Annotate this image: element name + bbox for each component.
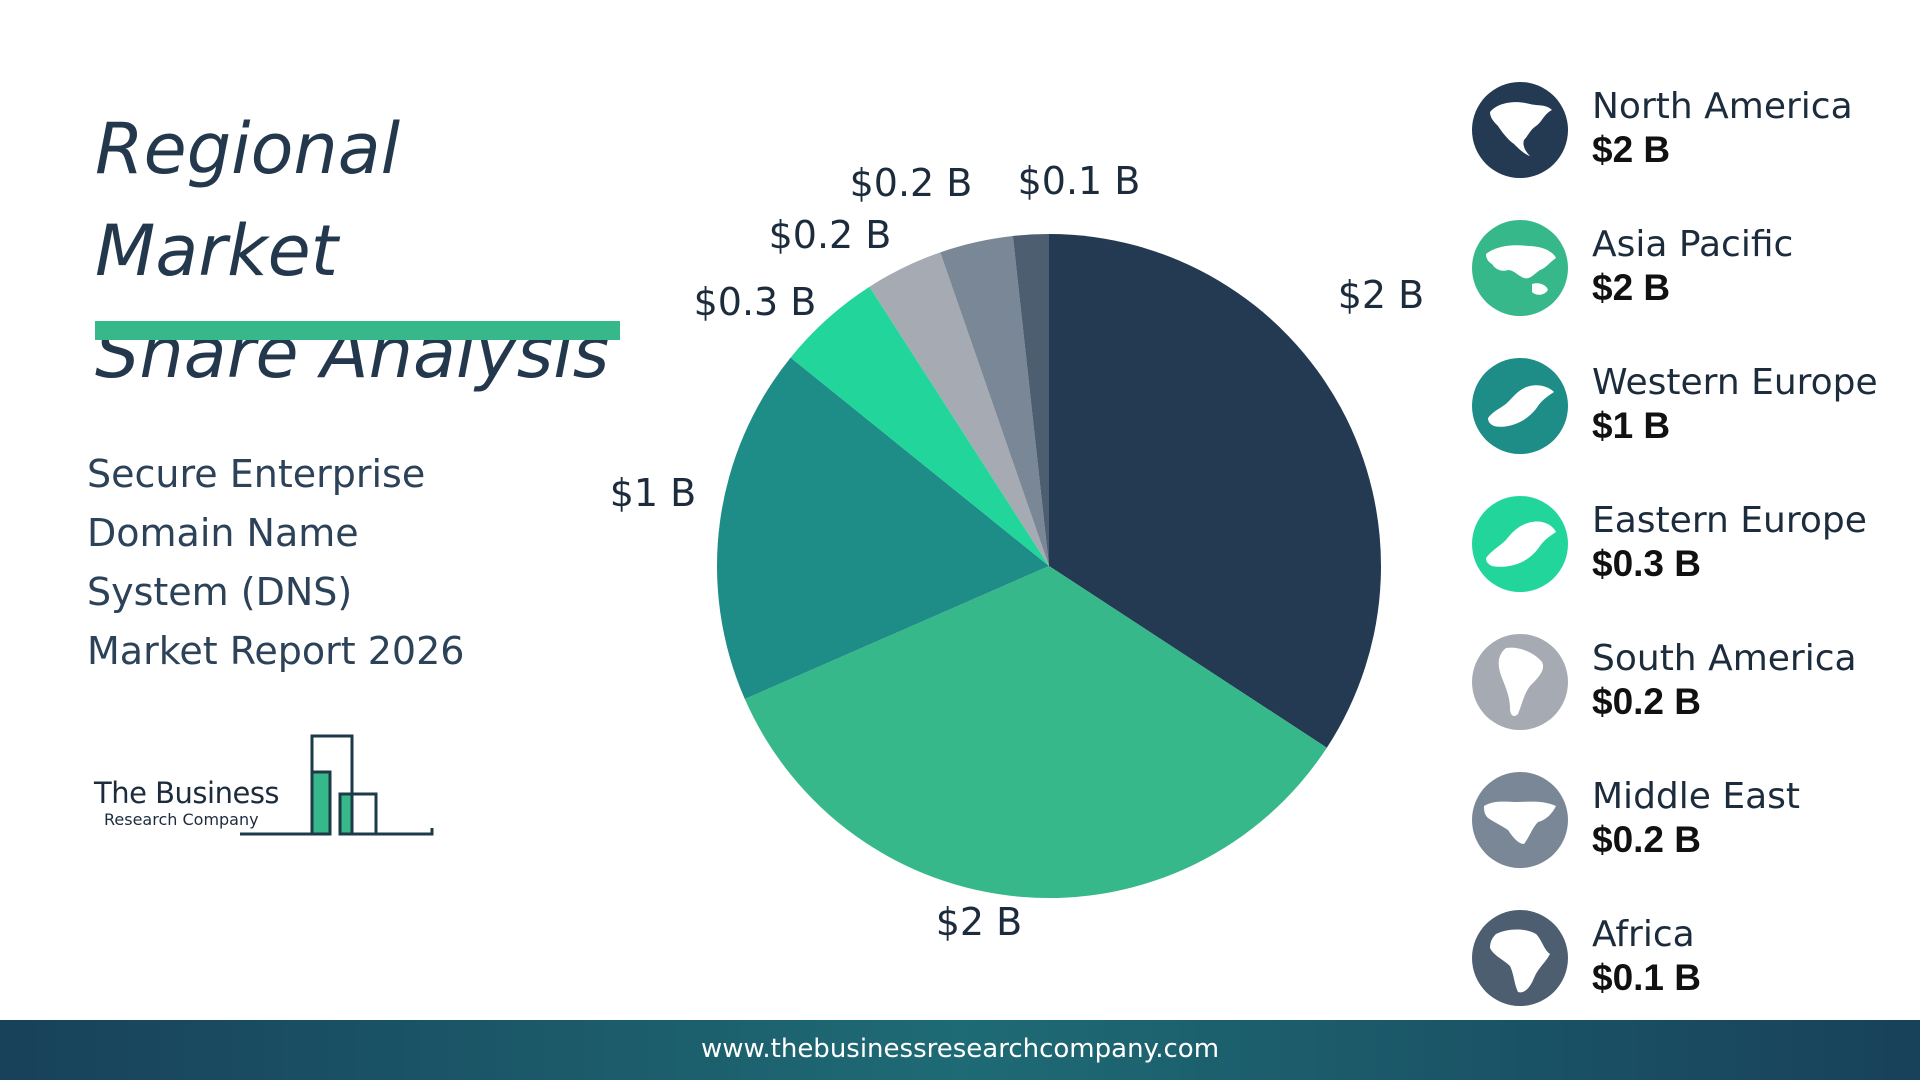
asia-pacific-map-icon	[1472, 220, 1568, 316]
logo-buildings-icon	[240, 734, 434, 836]
pie-slice-western-europe	[716, 357, 1049, 700]
subtitle-line-3: System (DNS)	[87, 570, 353, 614]
company-logo: The Business Research Company	[90, 730, 440, 840]
south-america-map-icon	[1472, 634, 1568, 730]
legend-item-north-america: North America $2 B	[1472, 82, 1912, 182]
legend-value: $2 B	[1592, 267, 1671, 308]
legend-label: Western Europe	[1592, 362, 1878, 403]
footer-url[interactable]: www.thebusinessresearchcompany.com	[700, 1034, 1220, 1064]
slice-label-asia-pacific: $2 B	[936, 900, 1023, 944]
title-line-1: Regional Market	[95, 108, 401, 292]
pie-slice-africa	[1012, 234, 1049, 566]
footer-bar: www.thebusinessresearchcompany.com	[0, 1020, 1920, 1080]
legend-value: $0.1 B	[1592, 957, 1702, 998]
pie-slice-eastern-europe	[790, 286, 1049, 566]
pie-slice-north-america	[1049, 234, 1381, 748]
subtitle-line-2: Domain Name	[87, 511, 359, 555]
logo-text-line-2: Research Company	[104, 810, 259, 829]
legend-label: Eastern Europe	[1592, 500, 1867, 541]
slice-label-africa: $0.1 B	[1018, 159, 1141, 203]
legend-value: $1 B	[1592, 405, 1671, 446]
subtitle-line-4: Market Report 2026	[87, 629, 465, 673]
legend-label: Asia Pacific	[1592, 224, 1794, 265]
subtitle-line-1: Secure Enterprise	[87, 452, 426, 496]
legend-value: $0.3 B	[1592, 543, 1702, 584]
legend-item-south-america: South America $0.2 B	[1472, 634, 1912, 734]
legend-value: $0.2 B	[1592, 681, 1702, 722]
legend-item-eastern-europe: Eastern Europe $0.3 B	[1472, 496, 1912, 596]
legend-label: Middle East	[1592, 776, 1801, 817]
slice-label-middle-east: $0.2 B	[850, 161, 973, 205]
legend-value: $2 B	[1592, 129, 1671, 170]
legend-label: South America	[1592, 638, 1857, 679]
slice-label-eastern-europe: $0.3 B	[694, 280, 817, 324]
slice-label-north-america: $2 B	[1338, 273, 1425, 317]
africa-map-icon	[1472, 910, 1568, 1006]
eastern-europe-map-icon	[1472, 496, 1568, 592]
legend-item-western-europe: Western Europe $1 B	[1472, 358, 1912, 458]
pie-slice-south-america	[869, 252, 1049, 566]
legend-item-middle-east: Middle East $0.2 B	[1472, 772, 1912, 872]
title-underline	[95, 321, 620, 340]
legend-item-asia-pacific: Asia Pacific $2 B	[1472, 220, 1912, 320]
legend-value: $0.2 B	[1592, 819, 1702, 860]
western-europe-map-icon	[1472, 358, 1568, 454]
logo-text-line-1: The Business	[94, 776, 280, 810]
pie-slice-middle-east	[940, 235, 1049, 566]
slice-label-south-america: $0.2 B	[769, 213, 892, 257]
pie-slice-asia-pacific	[744, 566, 1327, 898]
north-america-map-icon	[1472, 82, 1568, 178]
middle-east-map-icon	[1472, 772, 1568, 868]
legend-label: Africa	[1592, 914, 1695, 955]
legend-item-africa: Africa $0.1 B	[1472, 910, 1912, 1010]
slice-label-western-europe: $1 B	[610, 471, 697, 515]
report-subtitle: Secure Enterprise Domain Name System (DN…	[87, 445, 547, 681]
legend-label: North America	[1592, 86, 1853, 127]
